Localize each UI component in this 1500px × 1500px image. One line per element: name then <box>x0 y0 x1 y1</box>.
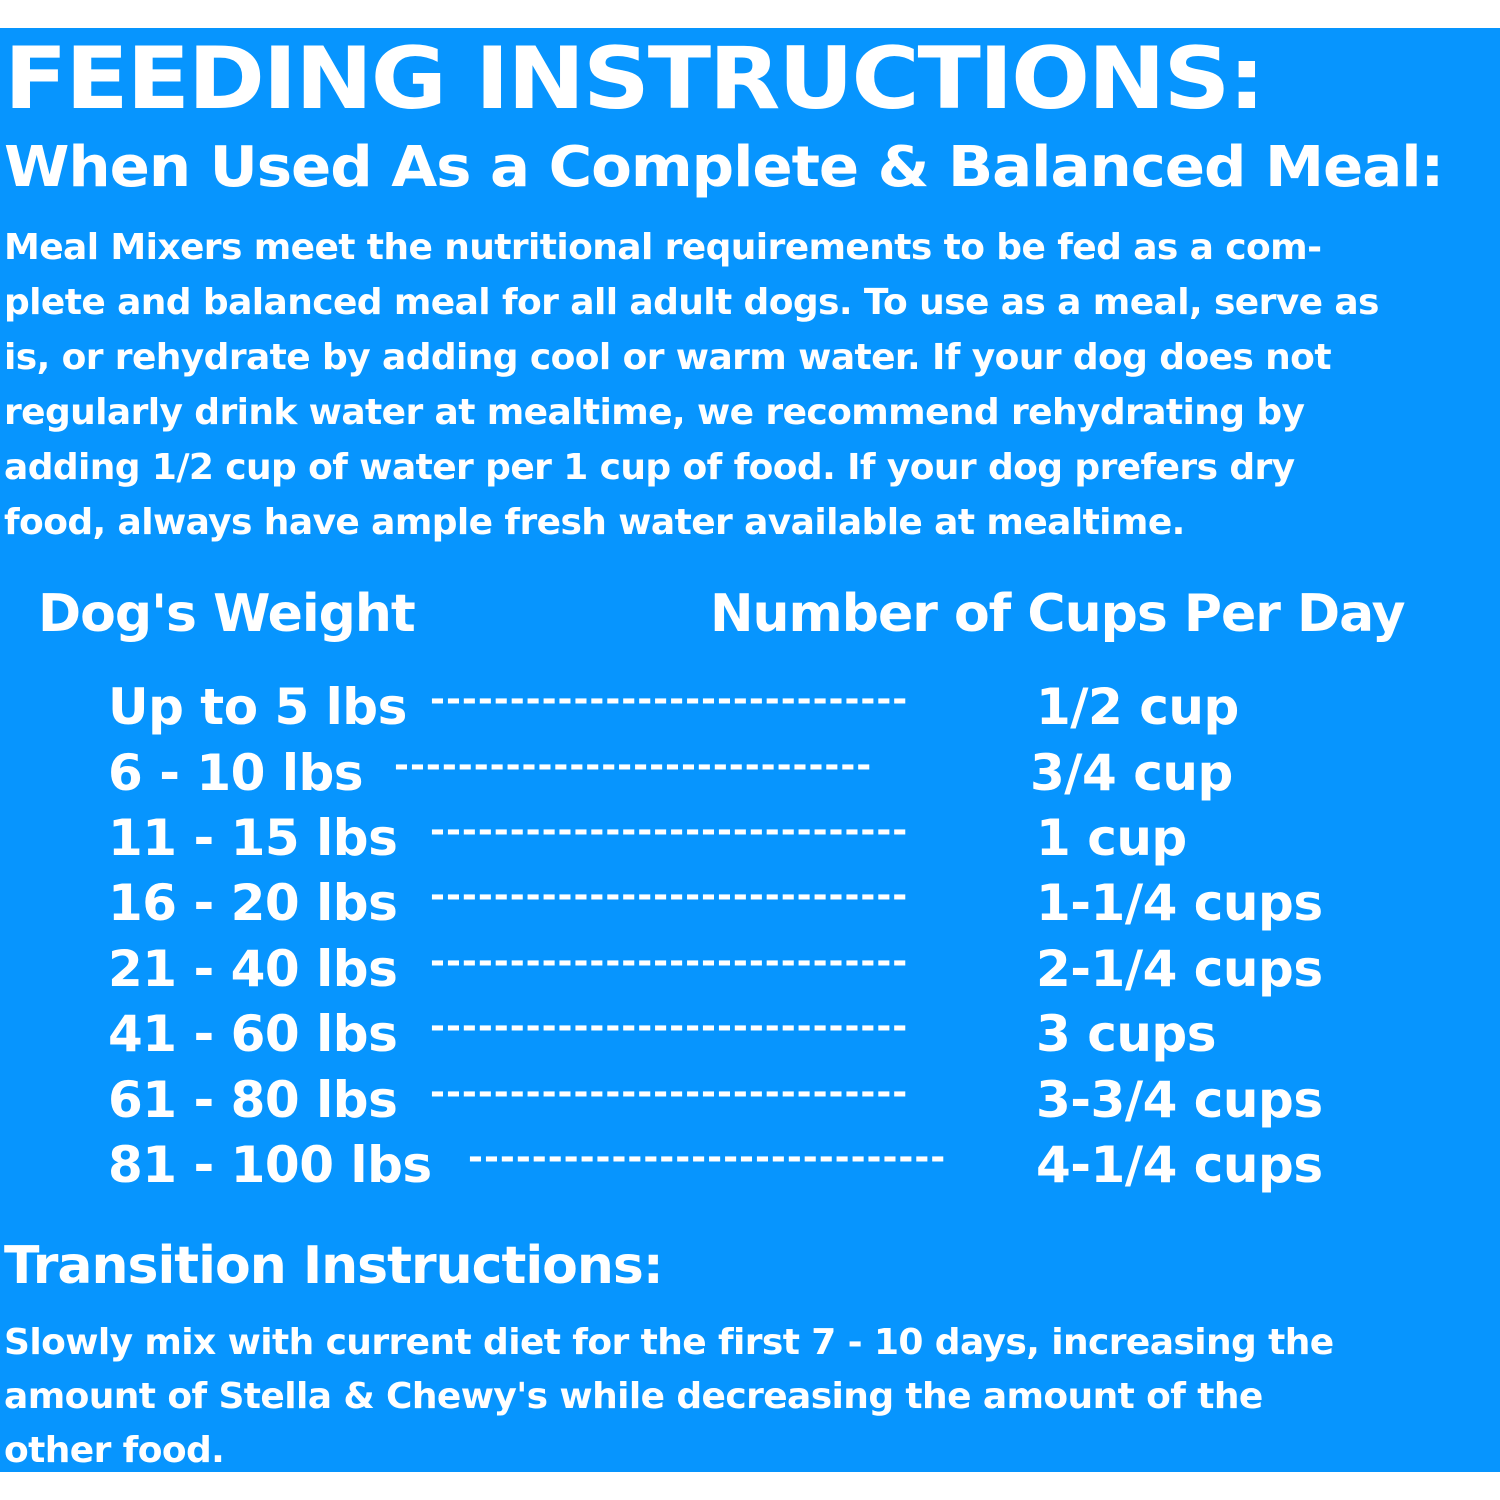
paragraph-line: Slowly mix with current diet for the fir… <box>4 1322 1334 1363</box>
table-row: Up to 5 lbs ----------------------------… <box>108 678 1239 736</box>
feeding-instructions-panel: FEEDING INSTRUCTIONS: When Used As a Com… <box>0 28 1500 1472</box>
weight-cell: Up to 5 lbs <box>108 678 407 736</box>
cups-cell: 1-1/4 cups <box>1036 874 1323 932</box>
paragraph-line: amount of Stella & Chewy's while decreas… <box>4 1376 1263 1417</box>
table-row: 41 - 60 lbs ----------------------------… <box>108 1005 1216 1063</box>
table-row: 61 - 80 lbs ----------------------------… <box>108 1071 1323 1129</box>
paragraph-line: regularly drink water at mealtime, we re… <box>4 392 1305 433</box>
leader-dashes: ------------------------------ <box>394 748 873 784</box>
leader-dashes: ------------------------------ <box>430 944 909 980</box>
cups-cell: 4-1/4 cups <box>1036 1136 1323 1194</box>
column-header-weight: Dog's Weight <box>38 584 416 644</box>
cups-cell: 3/4 cup <box>1030 744 1233 802</box>
table-row: 81 - 100 lbs ---------------------------… <box>108 1136 1323 1194</box>
weight-cell: 6 - 10 lbs <box>108 744 364 802</box>
weight-cell: 16 - 20 lbs <box>108 874 398 932</box>
weight-cell: 11 - 15 lbs <box>108 809 398 867</box>
weight-cell: 81 - 100 lbs <box>108 1136 432 1194</box>
paragraph-line: food, always have ample fresh water avai… <box>4 502 1185 543</box>
cups-cell: 1 cup <box>1036 809 1187 867</box>
table-row: 16 - 20 lbs ----------------------------… <box>108 874 1323 932</box>
paragraph-line: Meal Mixers meet the nutritional require… <box>4 227 1322 268</box>
cups-cell: 3-3/4 cups <box>1036 1071 1323 1129</box>
column-header-cups: Number of Cups Per Day <box>710 584 1406 644</box>
weight-cell: 21 - 40 lbs <box>108 940 398 998</box>
paragraph-line: adding 1/2 cup of water per 1 cup of foo… <box>4 447 1295 488</box>
weight-cell: 41 - 60 lbs <box>108 1005 398 1063</box>
table-row: 11 - 15 lbs ----------------------------… <box>108 809 1187 867</box>
transition-heading: Transition Instructions: <box>4 1236 664 1296</box>
leader-dashes: ------------------------------ <box>430 813 909 849</box>
cups-cell: 3 cups <box>1036 1005 1216 1063</box>
table-row: 6 - 10 lbs -----------------------------… <box>108 744 1233 802</box>
paragraph-line: is, or rehydrate by adding cool or warm … <box>4 337 1332 378</box>
leader-dashes: ------------------------------ <box>430 1009 909 1045</box>
leader-dashes: ------------------------------ <box>430 682 909 718</box>
cups-cell: 1/2 cup <box>1036 678 1239 736</box>
table-row: 21 - 40 lbs ----------------------------… <box>108 940 1323 998</box>
cups-cell: 2-1/4 cups <box>1036 940 1323 998</box>
weight-cell: 61 - 80 lbs <box>108 1071 398 1129</box>
leader-dashes: ------------------------------ <box>430 878 909 914</box>
page-title: FEEDING INSTRUCTIONS: <box>4 29 1265 129</box>
leader-dashes: ------------------------------ <box>430 1075 909 1111</box>
leader-dashes: ------------------------------ <box>468 1140 947 1176</box>
complete-meal-heading: When Used As a Complete & Balanced Meal: <box>4 135 1444 200</box>
paragraph-line: plete and balanced meal for all adult do… <box>4 282 1379 323</box>
paragraph-line: other food. <box>4 1430 225 1471</box>
